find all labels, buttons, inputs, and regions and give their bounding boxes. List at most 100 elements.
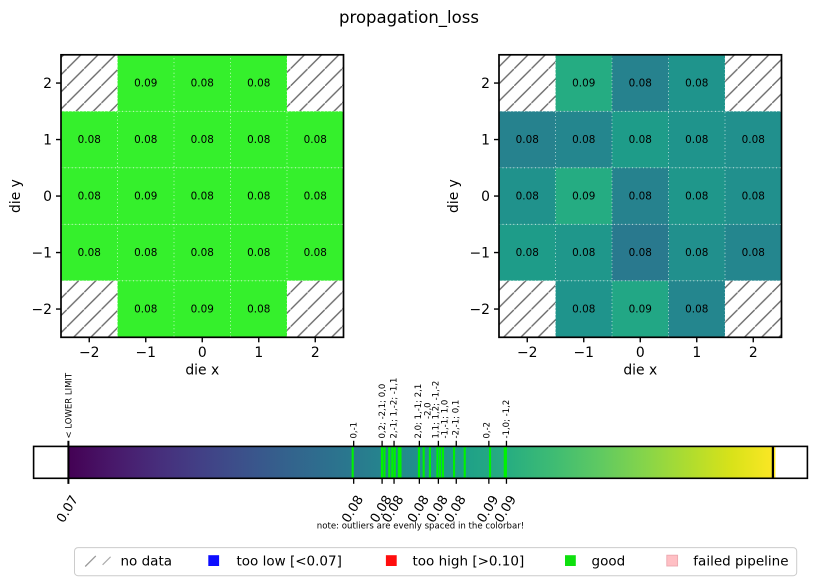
die-cell xyxy=(230,54,287,112)
die-value-label: 0.08 xyxy=(304,191,327,203)
legend-label: too high [>0.10] xyxy=(413,554,525,570)
status-map: 0.08 0.08 0.08 0.09 0.08 0.09 0.08 0.08 0.08 0.08… xyxy=(8,53,345,378)
die-value-label: 0.08 xyxy=(572,134,595,146)
x-tick-label: 0 xyxy=(198,345,207,361)
die-cell xyxy=(117,224,174,281)
x-axis-label: die x xyxy=(623,362,657,378)
die-value-label: 0.08 xyxy=(572,304,595,316)
die-value-label: 0.08 xyxy=(685,304,708,316)
hatch-overlay xyxy=(499,54,556,112)
die-cell xyxy=(668,54,725,112)
x-tick-label: 0 xyxy=(636,345,645,361)
die-group-annotation: 2,-1; 1,-2; -1,1 xyxy=(390,378,400,439)
legend-label: too low [<0.07] xyxy=(237,554,342,570)
hatch-overlay xyxy=(725,54,782,112)
die-cell xyxy=(287,111,344,168)
x-tick-label: 2 xyxy=(311,345,320,361)
y-tick-label: −1 xyxy=(470,246,490,262)
die-value-label: 0.09 xyxy=(572,191,595,203)
die-value-label: 0.09 xyxy=(572,78,595,90)
die-value-label: 0.08 xyxy=(134,304,157,316)
die-cell xyxy=(117,280,174,338)
die-value-label: 0.09 xyxy=(134,191,157,203)
die-cell xyxy=(668,111,725,168)
hatch-overlay xyxy=(61,280,118,338)
hatch-overlay xyxy=(61,54,118,112)
chart-title: propagation_loss xyxy=(339,8,479,28)
die-value-label: 0.08 xyxy=(685,247,708,259)
die-cell xyxy=(725,111,782,168)
die-cell xyxy=(174,54,231,112)
colorbar-note: note: outliers are evenly spaced in the … xyxy=(317,522,524,532)
die-cell xyxy=(499,224,556,281)
legend-swatch xyxy=(385,555,397,566)
die-cell xyxy=(612,111,669,168)
die-group-annotation: 0,2; -2,1; 0,0 xyxy=(378,384,388,439)
die-group-annotation: -1,-1; 1,0 xyxy=(440,400,450,439)
y-axis-label: die y xyxy=(8,179,24,213)
die-cell xyxy=(230,167,287,225)
die-value-label: 0.08 xyxy=(191,247,214,259)
y-tick-label: 0 xyxy=(481,189,490,205)
x-tick-label: −1 xyxy=(136,345,156,361)
die-value-label: 0.08 xyxy=(247,134,270,146)
die-cell xyxy=(287,224,344,281)
legend-swatch xyxy=(208,555,220,566)
die-value-label: 0.08 xyxy=(191,78,214,90)
die-cell xyxy=(555,280,612,338)
hatch-overlay xyxy=(499,280,556,338)
die-cell xyxy=(668,224,725,281)
die-cell xyxy=(117,167,174,225)
die-cell xyxy=(174,280,231,338)
x-axis-label: die x xyxy=(185,362,219,378)
die-cell xyxy=(230,280,287,338)
value-map: 0.08 0.08 0.08 0.09 0.08 0.09 0.08 0.08 0.08 0.08… xyxy=(446,53,783,378)
die-cell xyxy=(61,111,118,168)
die-value-label: 0.08 xyxy=(629,247,652,259)
legend-box xyxy=(74,547,798,577)
die-cell xyxy=(612,224,669,281)
die-group-annotation: -2,0 xyxy=(424,402,434,419)
x-tick-label: −2 xyxy=(79,345,99,361)
y-axis-label: die y xyxy=(446,179,462,213)
die-cell xyxy=(668,280,725,338)
legend-swatch-hatch xyxy=(84,555,112,567)
die-value-label: 0.09 xyxy=(191,304,214,316)
die-value-label: 0.08 xyxy=(247,247,270,259)
die-value-label: 0.09 xyxy=(629,304,652,316)
legend-swatch xyxy=(565,555,576,566)
y-tick-label: −1 xyxy=(32,246,52,262)
die-cell xyxy=(499,111,556,168)
legend-label: no data xyxy=(121,554,173,570)
die-cell xyxy=(612,280,669,338)
legend-swatch xyxy=(666,554,679,567)
die-cell xyxy=(117,54,174,112)
die-value-label: 0.08 xyxy=(516,134,539,146)
die-cell xyxy=(555,54,612,112)
y-tick-label: −2 xyxy=(32,302,52,318)
die-value-label: 0.09 xyxy=(134,78,157,90)
die-value-label: 0.08 xyxy=(742,191,765,203)
die-cell xyxy=(230,224,287,281)
legend-label: failed pipeline xyxy=(693,554,788,570)
die-value-label: 0.08 xyxy=(78,134,101,146)
die-value-label: 0.08 xyxy=(516,191,539,203)
die-cell xyxy=(499,167,556,225)
die-value-label: 0.08 xyxy=(685,78,708,90)
x-tick-label: 1 xyxy=(254,345,263,361)
die-cell xyxy=(287,167,344,225)
die-cell xyxy=(612,167,669,225)
x-tick-label: 2 xyxy=(749,345,758,361)
die-cell xyxy=(174,167,231,225)
die-cell xyxy=(612,54,669,112)
die-cell xyxy=(725,224,782,281)
hatch-overlay xyxy=(725,280,782,338)
x-tick-label: −2 xyxy=(517,345,537,361)
die-cell xyxy=(725,167,782,225)
die-value-label: 0.08 xyxy=(247,304,270,316)
die-value-label: 0.08 xyxy=(247,78,270,90)
die-value-label: 0.08 xyxy=(134,247,157,259)
colorbar: 0.08 0.080.080.080.080.08 0.090.090.07< LO… xyxy=(32,372,809,532)
